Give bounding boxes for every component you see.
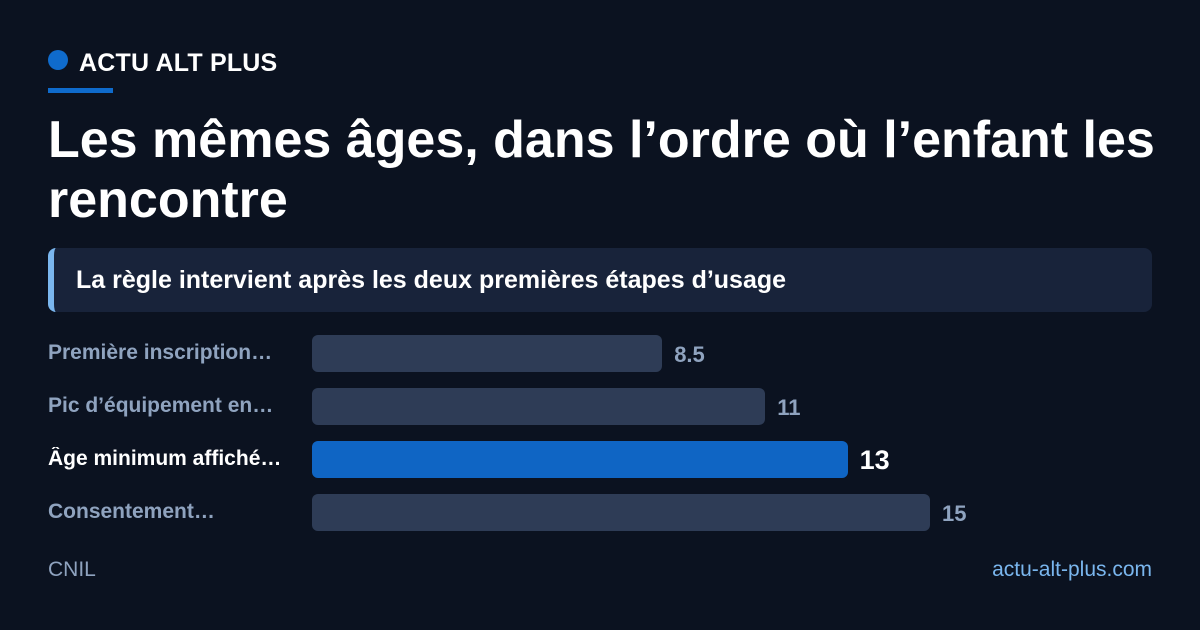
category-label: Âge minimum affiché… xyxy=(48,447,282,470)
bar-value-label: 8.5 xyxy=(674,342,705,367)
bar-value-label: 15 xyxy=(942,501,967,526)
bar-highlighted xyxy=(312,441,848,478)
subtitle-text: La règle intervient après les deux premi… xyxy=(76,265,787,294)
brand-name: ACTU ALT PLUS xyxy=(79,48,278,77)
bar xyxy=(312,494,930,531)
category-label: Pic d’équipement en… xyxy=(48,394,274,417)
source-label: CNIL xyxy=(48,558,96,581)
site-link[interactable]: actu-alt-plus.com xyxy=(992,558,1152,581)
category-label: Première inscription… xyxy=(48,341,273,364)
brand-dot-icon xyxy=(48,50,68,70)
bar-value-label: 11 xyxy=(777,395,801,420)
bar-value-label: 13 xyxy=(859,445,890,475)
brand: ACTU ALT PLUS xyxy=(48,46,277,80)
brand-underline xyxy=(48,88,113,93)
page-title: Les mêmes âges, dans l’ordre où l’enfant… xyxy=(48,111,1155,229)
category-label: Consentement… xyxy=(48,500,215,523)
bar xyxy=(312,388,766,425)
bar xyxy=(312,335,663,372)
subtitle-callout: La règle intervient après les deux premi… xyxy=(48,248,1152,312)
